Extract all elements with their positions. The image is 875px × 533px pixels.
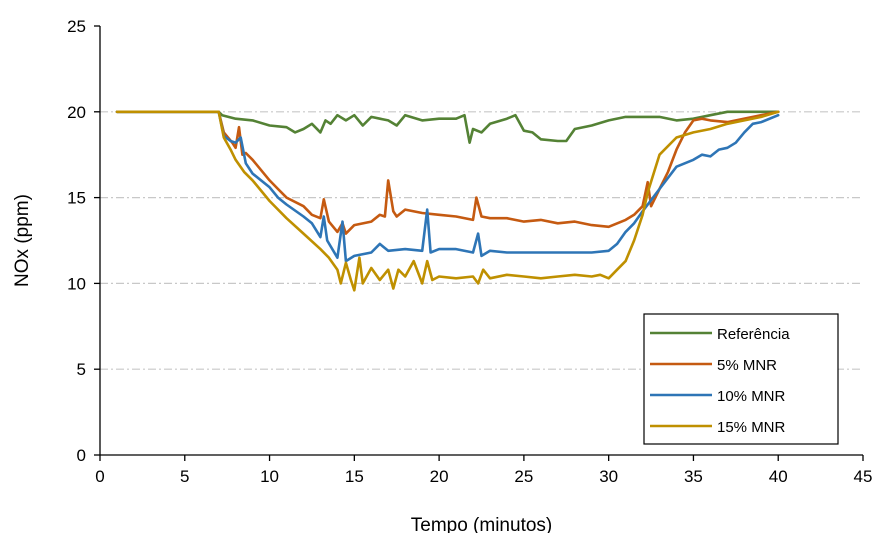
y-tick-label-10: 10 [67,274,86,293]
series-line-1 [115,110,780,235]
x-tick-label-35: 35 [684,467,703,486]
y-tick-label-25: 25 [67,17,86,36]
x-axis-title: Tempo (minutos) [411,515,553,533]
x-tick-label-20: 20 [430,467,449,486]
x-tick-label-40: 40 [769,467,788,486]
x-tick-label-15: 15 [345,467,364,486]
x-tick-label-10: 10 [260,467,279,486]
legend-label-2: 10% MNR [717,388,786,405]
legend-label-1: 5% MNR [717,357,777,374]
x-tick-label-25: 25 [514,467,533,486]
legend: Referência 5% MNR 10% MNR 15% MNR [643,313,839,445]
x-tick-label-5: 5 [180,467,189,486]
x-tick-label-30: 30 [599,467,618,486]
x-tick-label-0: 0 [95,467,104,486]
series-line-0 [115,110,780,144]
x-tick-label-45: 45 [854,467,873,486]
y-axis-title: NOx (ppm) [12,194,33,287]
series-line-2 [115,110,780,263]
y-tick-label-5: 5 [77,360,86,379]
y-tick-label-15: 15 [67,189,86,208]
series-lines [115,110,780,292]
axes: 0 5 10 15 20 25 0 5 10 15 20 25 30 35 40 45 [67,17,872,486]
y-tick-label-20: 20 [67,103,86,122]
legend-box [643,313,839,445]
y-tick-label-0: 0 [77,446,86,465]
series-line-3 [115,110,780,292]
legend-label-0: Referência [717,326,790,343]
legend-label-3: 15% MNR [717,419,786,436]
